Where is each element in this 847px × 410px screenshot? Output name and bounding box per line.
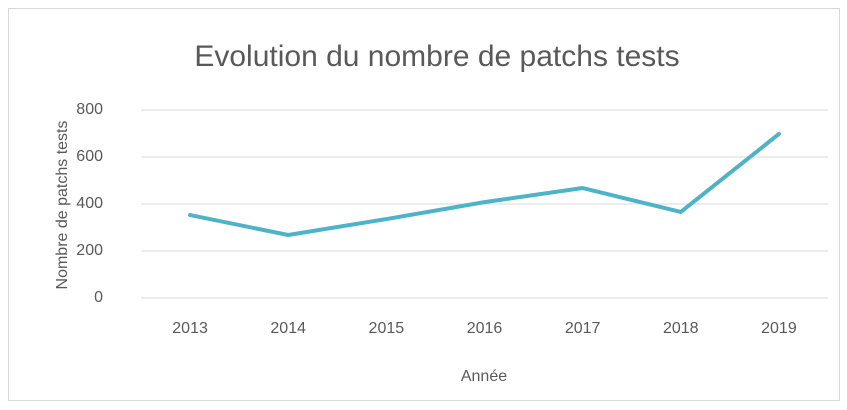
chart-title: Evolution du nombre de patchs tests (194, 40, 679, 73)
y-tick-label: 800 (76, 101, 103, 118)
x-tick-label: 2019 (761, 320, 797, 337)
data-line (188, 131, 781, 238)
y-tick-label: 0 (94, 289, 103, 306)
y-tick-label: 200 (76, 242, 103, 259)
x-tick-label: 2014 (270, 320, 306, 337)
x-tick-label: 2015 (369, 320, 405, 337)
y-tick-label: 400 (76, 195, 103, 212)
x-axis-label: Année (461, 368, 507, 385)
x-tick-label: 2016 (467, 320, 503, 337)
y-tick-label: 600 (76, 148, 103, 165)
x-tick-label: 2017 (565, 320, 601, 337)
x-tick-label: 2013 (172, 320, 208, 337)
y-axis-label: Nombre de patchs tests (54, 121, 71, 290)
x-tick-label: 2018 (663, 320, 699, 337)
